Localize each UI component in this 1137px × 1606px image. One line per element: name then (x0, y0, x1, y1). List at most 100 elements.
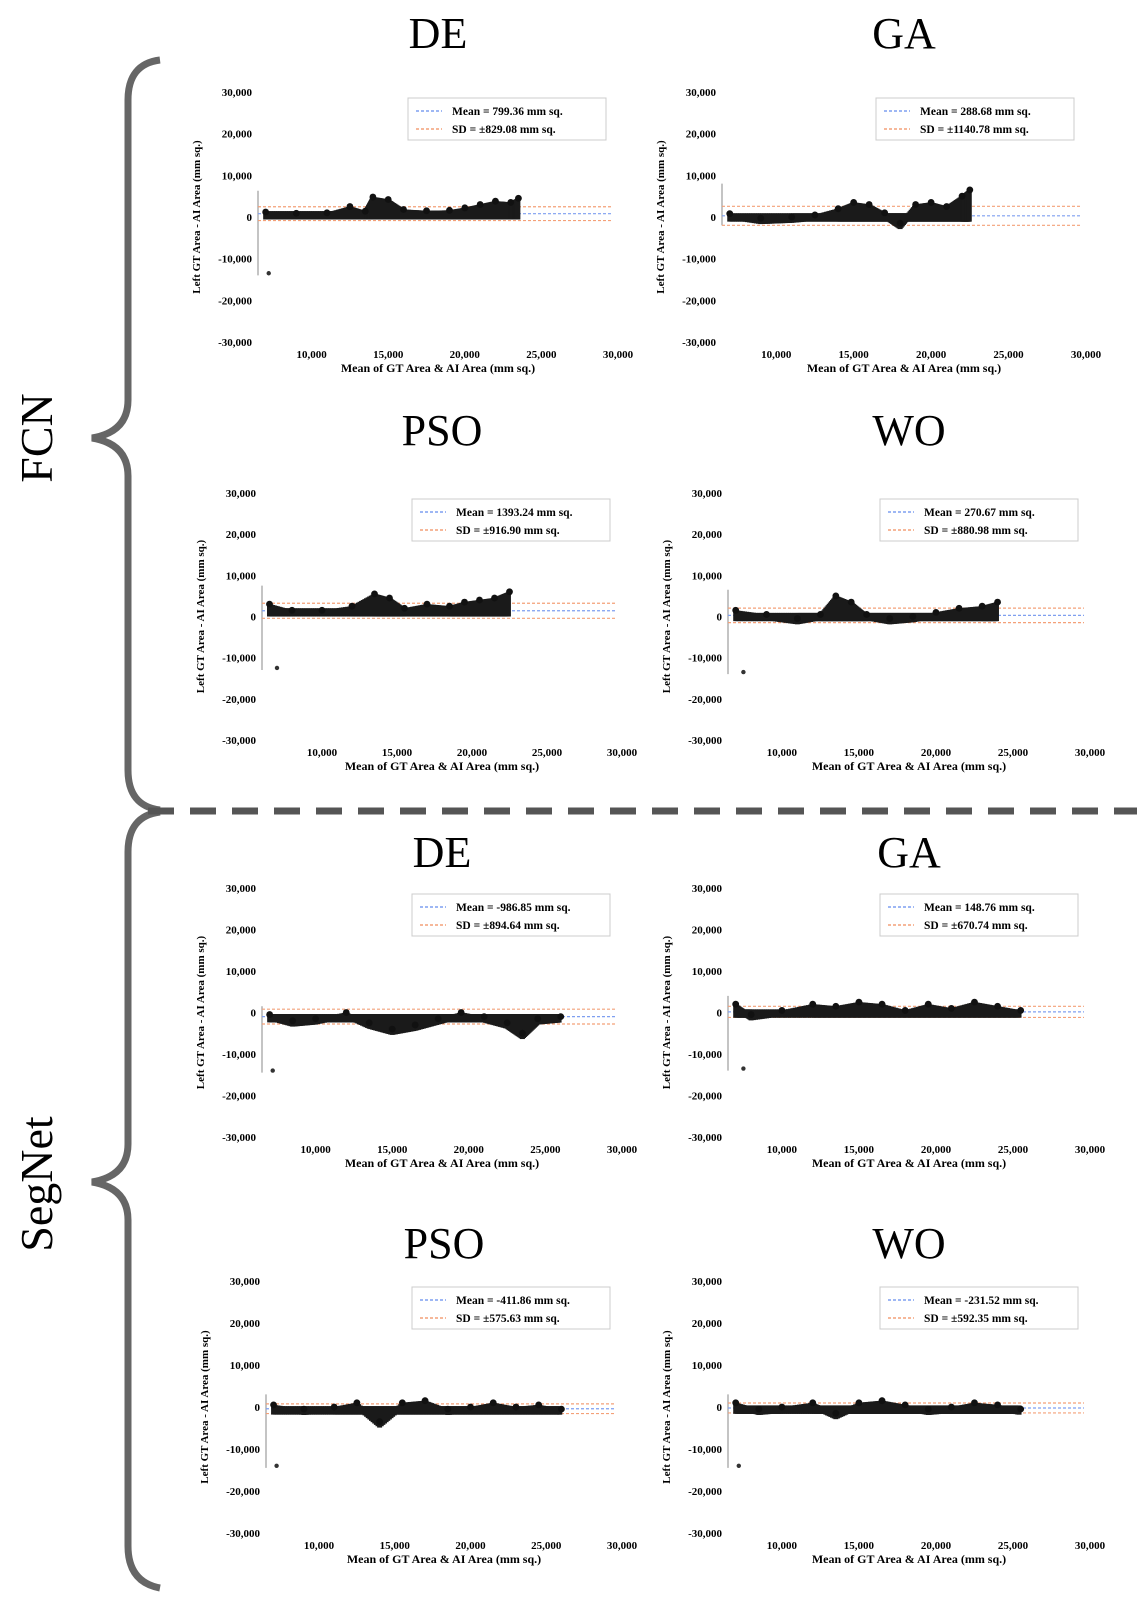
data-point (386, 594, 393, 602)
x-tick-label: 20,000 (921, 747, 952, 759)
x-tick-label: 15,000 (844, 747, 875, 759)
legend: Mean = -231.52 mm sq. SD = ±592.35 mm sq. (879, 1286, 1079, 1330)
data-point (506, 588, 513, 596)
data-point (461, 204, 469, 212)
chart-panel-2: PSO 30,000 20,000 10,000 0 -10,000 -20,000 -30,… (195, 406, 638, 773)
data-point (557, 1013, 565, 1021)
y-tick-label: 10,000 (230, 1360, 261, 1372)
data-point (300, 1405, 308, 1413)
x-tick-label: 25,000 (532, 747, 563, 759)
data-point (809, 1000, 817, 1008)
data-point (832, 592, 840, 600)
x-axis-label: Mean of GT Area & AI Area (mm sq.) (345, 1156, 539, 1170)
x-tick-label: 10,000 (767, 1144, 798, 1156)
data-point (788, 213, 796, 221)
data-point (994, 598, 1001, 606)
x-tick-label: 15,000 (377, 1144, 408, 1156)
y-tick-label: 30,000 (230, 1276, 261, 1288)
data-point (778, 1403, 786, 1411)
data-point (886, 615, 894, 622)
y-axis-label: Left GT Area - AI Area (mm sq.) (661, 1330, 673, 1484)
y-axis-label: Left GT Area - AI Area (mm sq.) (191, 140, 203, 294)
legend-sd-label: SD = ±829.08 mm sq. (452, 124, 556, 136)
data-point (467, 1403, 474, 1411)
y-tick-label: -20,000 (218, 295, 252, 307)
y-tick-label: 0 (717, 1402, 723, 1414)
data-point (855, 998, 863, 1006)
y-tick-label: -10,000 (688, 1049, 722, 1061)
x-tick-label: 30,000 (607, 1144, 638, 1156)
point-cluster (993, 602, 999, 622)
y-tick-label: 0 (251, 612, 257, 624)
legend: Mean = 148.76 mm sq. SD = ±670.74 mm sq. (879, 893, 1079, 937)
x-axis-label: Mean of GT Area & AI Area (mm sq.) (812, 1552, 1006, 1566)
data-point (832, 1002, 840, 1010)
data-point (971, 1399, 978, 1407)
data-point (519, 1029, 526, 1037)
legend-sd-label: SD = ±670.74 mm sq. (924, 920, 1028, 932)
data-point (909, 613, 917, 620)
legend-sd-label: SD = ±1140.78 mm sq. (920, 124, 1029, 136)
data-point (878, 1000, 886, 1008)
y-tick-label: 30,000 (692, 488, 723, 500)
data-point (850, 199, 858, 206)
y-tick-label: -10,000 (688, 653, 722, 665)
legend-box (875, 97, 1075, 141)
y-axis-label: Left GT Area - AI Area (mm sq.) (195, 539, 207, 693)
outlier-point (266, 271, 271, 276)
data-point (943, 203, 950, 210)
y-axis-label: Left GT Area - AI Area (mm sq.) (195, 935, 207, 1089)
legend-sd-label: SD = ±880.98 mm sq. (924, 525, 1028, 537)
data-point (492, 197, 499, 205)
y-tick-label: -10,000 (682, 254, 716, 266)
scatter-series (732, 1397, 1025, 1469)
x-tick-label: 10,000 (767, 747, 798, 759)
x-axis-label: Mean of GT Area & AI Area (mm sq.) (812, 759, 1006, 773)
y-tick-label: 20,000 (230, 1318, 261, 1330)
data-point (461, 598, 468, 606)
data-point (515, 194, 522, 202)
data-point (966, 186, 974, 194)
x-tick-label: 10,000 (296, 349, 327, 361)
x-tick-label: 10,000 (304, 1540, 335, 1552)
data-point (763, 611, 770, 618)
data-point (384, 196, 392, 203)
legend-box (407, 97, 607, 141)
point-cluster (966, 190, 972, 222)
x-axis-label: Mean of GT Area & AI Area (mm sq.) (807, 361, 1001, 375)
y-tick-label: 0 (717, 1008, 723, 1020)
data-point (847, 598, 855, 606)
data-point (558, 1405, 565, 1413)
data-point (346, 203, 354, 210)
data-point (747, 1011, 755, 1018)
data-point (434, 1015, 442, 1023)
x-tick-label: 20,000 (457, 747, 488, 759)
y-tick-label: -10,000 (218, 254, 252, 266)
data-point (342, 1009, 350, 1016)
x-tick-label: 15,000 (373, 349, 404, 361)
y-tick-label: -10,000 (688, 1444, 722, 1456)
x-tick-label: 15,000 (844, 1540, 875, 1552)
data-point (732, 606, 740, 614)
chart-panel-4: DE 30,000 20,000 10,000 0 -10,000 -20,000 -30,0… (195, 828, 638, 1170)
y-tick-label: -30,000 (688, 735, 722, 747)
x-tick-label: 20,000 (454, 1144, 485, 1156)
chart-title: PSO (402, 406, 483, 455)
data-point (444, 1405, 452, 1413)
x-tick-label: 20,000 (450, 349, 481, 361)
data-point (371, 590, 378, 598)
x-tick-label: 10,000 (761, 349, 792, 361)
data-point (401, 604, 408, 612)
data-point (266, 600, 273, 608)
data-point (809, 1399, 817, 1407)
x-tick-label: 10,000 (767, 1540, 798, 1552)
legend-sd-label: SD = ±916.90 mm sq. (456, 525, 560, 537)
y-tick-label: 20,000 (692, 529, 723, 541)
legend: Mean = 1393.24 mm sq. SD = ±916.90 mm sq. (411, 498, 611, 542)
fcn-brace (91, 56, 161, 814)
data-point (1017, 1405, 1025, 1413)
data-point (423, 600, 431, 608)
x-tick-label: 30,000 (1075, 1540, 1106, 1552)
chart-title: DE (413, 828, 472, 877)
data-point (270, 1401, 277, 1409)
